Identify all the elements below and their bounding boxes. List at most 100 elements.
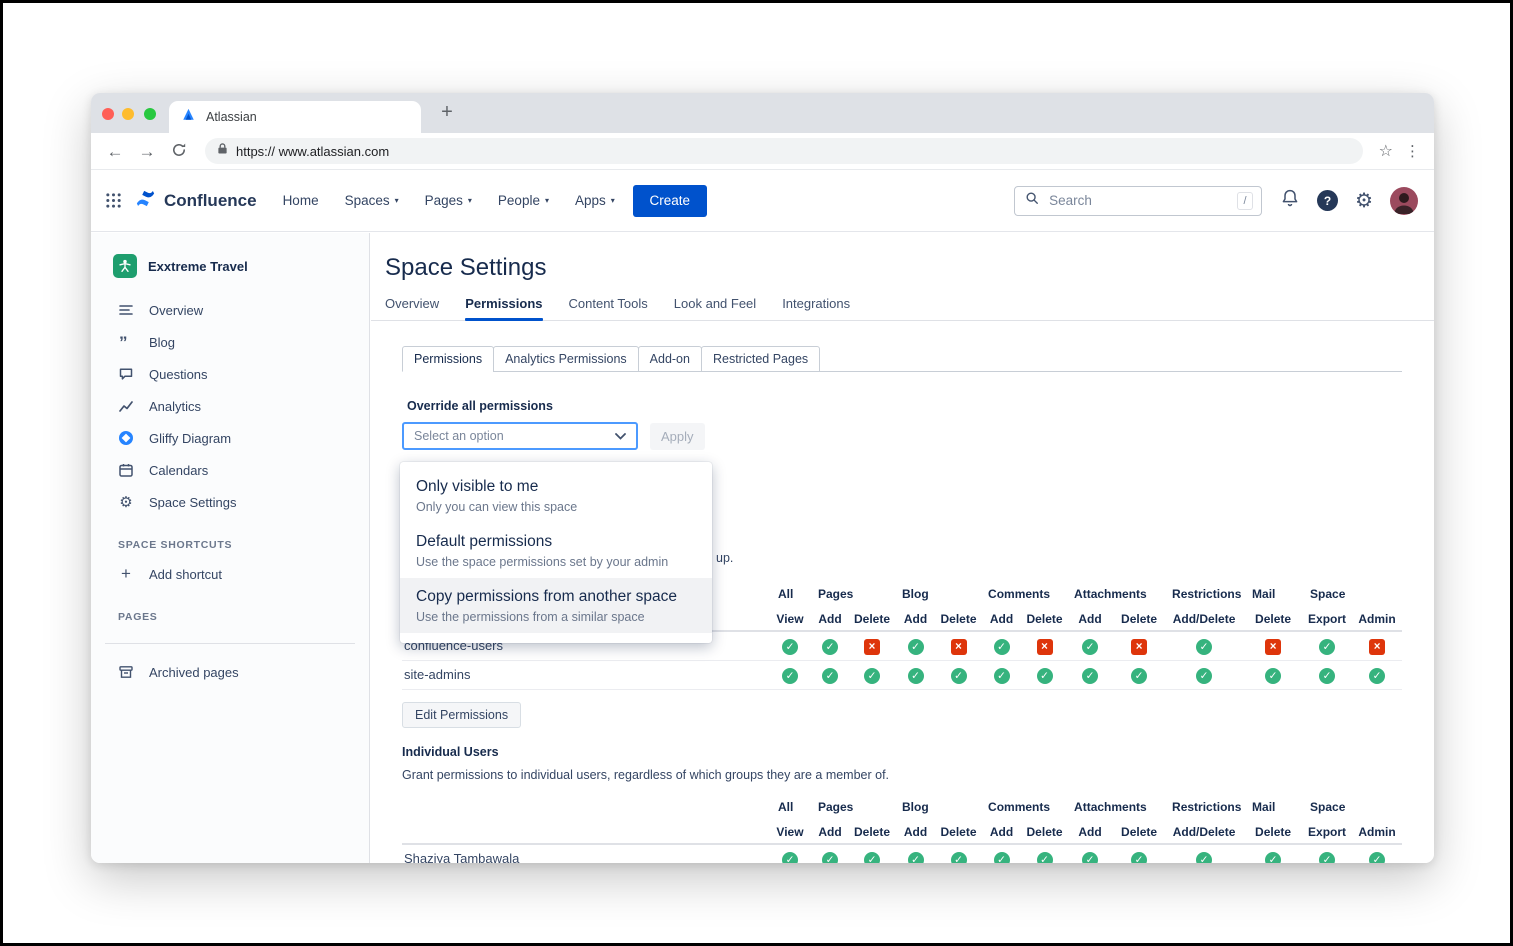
sidebar-item-analytics[interactable]: Analytics [91,390,369,422]
back-icon[interactable]: ← [106,141,124,161]
reload-icon[interactable] [169,142,189,161]
perm-cell: ✓ [770,660,810,690]
perm-cell: ✓ [1164,844,1245,863]
dropdown-option-copy-permissions-from-another-space[interactable]: Copy permissions from another space Use t… [400,578,712,633]
perm-sub-header: Add/Delete [1164,607,1245,632]
add-shortcut-label: Add shortcut [149,566,222,582]
confluence-brand[interactable]: Confluence [134,187,257,215]
forward-icon[interactable]: → [138,141,156,161]
override-controls: Select an option Apply [402,422,1434,450]
nav-item-pages[interactable]: Pages ▾ [425,193,472,208]
sidebar-item-gliffy-diagram[interactable]: Gliffy Diagram [91,422,369,454]
nav-item-people[interactable]: People ▾ [498,193,549,208]
tab-integrations[interactable]: Integrations [782,296,851,311]
address-bar[interactable]: https:// www.atlassian.com [205,138,1363,164]
tab-overview[interactable]: Overview [385,296,440,311]
search-box[interactable]: / [1014,185,1263,216]
perm-cell: × [850,631,895,661]
minimize-window-button[interactable] [122,108,134,120]
dropdown-option-description: Use the permissions from a similar space [416,610,645,624]
edit-permissions-button[interactable]: Edit Permissions [402,701,522,728]
perm-cell: ✓ [1302,844,1353,863]
perm-sub-header: Delete [850,820,895,845]
denied-icon: × [1369,638,1386,655]
sidebar-item-overview[interactable]: Overview [91,294,369,326]
subtab-restricted-pages[interactable]: Restricted Pages [700,346,821,372]
dropdown-option-only-visible-to-me[interactable]: Only visible to me Only you can view this… [400,468,712,523]
allowed-icon: ✓ [1265,667,1282,684]
perm-sub-header: Delete [937,607,981,632]
close-window-button[interactable] [102,108,114,120]
allowed-icon: ✓ [864,851,880,863]
denied-icon: × [1131,638,1148,655]
sidebar-item-questions[interactable]: Questions [91,358,369,390]
nav-item-home[interactable]: Home [283,193,319,208]
perm-cell: ✓ [894,844,938,863]
search-input[interactable] [1047,192,1230,209]
perm-sub-header: Add [1066,820,1115,845]
primary-nav: Home Spaces ▾ Pages ▾ People ▾ Apps ▾ [283,193,615,208]
perm-sub-header: Add [894,820,938,845]
subtab-add-on[interactable]: Add-on [637,346,702,372]
allowed-icon: ✓ [1369,851,1386,863]
subtab-analytics-permissions[interactable]: Analytics Permissions [493,346,639,372]
tab-permissions[interactable]: Permissions [465,296,543,321]
subtab-permissions[interactable]: Permissions [402,346,495,372]
tab-content-tools[interactable]: Content Tools [568,296,648,311]
allowed-icon: ✓ [1196,851,1213,863]
app-switcher-icon[interactable] [105,192,122,209]
zoom-window-button[interactable] [144,108,156,120]
notifications-bell-icon[interactable] [1280,188,1300,213]
row-name-cell: site-admins [402,660,770,690]
settings-gear-icon[interactable]: ⚙ [1355,189,1373,212]
user-avatar[interactable] [1390,186,1418,215]
chart-icon [118,398,134,414]
nav-item-spaces[interactable]: Spaces ▾ [345,193,399,208]
bookmark-star-icon[interactable]: ☆ [1378,143,1393,160]
browser-menu-icon[interactable]: ⋮ [1405,143,1420,160]
sidebar-item-label: Gliffy Diagram [149,430,232,446]
sidebar-item-archived-pages[interactable]: Archived pages [91,656,369,688]
add-shortcut-button[interactable]: + Add shortcut [91,558,369,590]
override-select[interactable]: Select an option [402,422,638,450]
groups-permissions-section: All Pages Blog Comments Attachments Restricti… [402,581,1403,728]
perm-sub-header: Delete [937,820,981,845]
sidebar-item-label: Overview [149,302,204,318]
nav-item-label: Apps [574,193,606,208]
space-avatar-icon [113,254,137,278]
denied-icon: × [864,638,880,655]
perm-group-header-mail: Mail [1252,800,1276,814]
space-header[interactable]: Exxtreme Travel [91,254,369,294]
allowed-icon: ✓ [993,667,1010,684]
apply-button[interactable]: Apply [650,422,705,450]
nav-item-apps[interactable]: Apps ▾ [575,193,615,208]
tab-look-and-feel[interactable]: Look and Feel [673,296,757,311]
browser-tab[interactable]: Atlassian [169,101,421,133]
create-button[interactable]: Create [632,184,707,217]
help-icon[interactable]: ? [1317,190,1339,211]
search-shortcut-key: / [1237,191,1254,210]
browser-window: Atlassian + ← → https:// www.atlassian.c… [91,93,1434,863]
override-dropdown-menu: Only visible to me Only you can view this… [400,462,712,643]
sidebar-item-space-settings[interactable]: ⚙ Space Settings [91,486,369,518]
quote-icon: ” [118,334,134,350]
table-row: Shaziya Tambawala ✓ ✓ ✓ ✓ ✓ ✓ ✓ ✓ ✓ ✓ ✓ ✓ ✓ [402,844,1403,863]
perm-cell: ✓ [810,844,850,863]
perm-sub-header: Delete [1244,607,1303,632]
sidebar-item-calendars[interactable]: Calendars [91,454,369,486]
perm-cell: ✓ [810,660,850,690]
allowed-icon: ✓ [1265,851,1282,863]
allowed-icon: ✓ [907,667,924,684]
sidebar-item-label: Analytics [149,398,202,414]
padlock-icon [217,142,228,160]
denied-icon: × [950,638,967,655]
new-tab-button[interactable]: + [441,101,453,123]
allowed-icon: ✓ [907,638,924,655]
sidebar-item-label: Blog [149,334,176,350]
sidebar-item-blog[interactable]: ” Blog [91,326,369,358]
dropdown-option-default-permissions[interactable]: Default permissions Use the space permiss… [400,523,712,578]
perm-sub-header: View [770,607,810,632]
perm-sub-header: Export [1302,607,1353,632]
settings-tabs: Overview Permissions Content Tools Look and… [371,282,1434,321]
address-toolbar: ← → https:// www.atlassian.com ☆ ⋮ [91,133,1434,170]
